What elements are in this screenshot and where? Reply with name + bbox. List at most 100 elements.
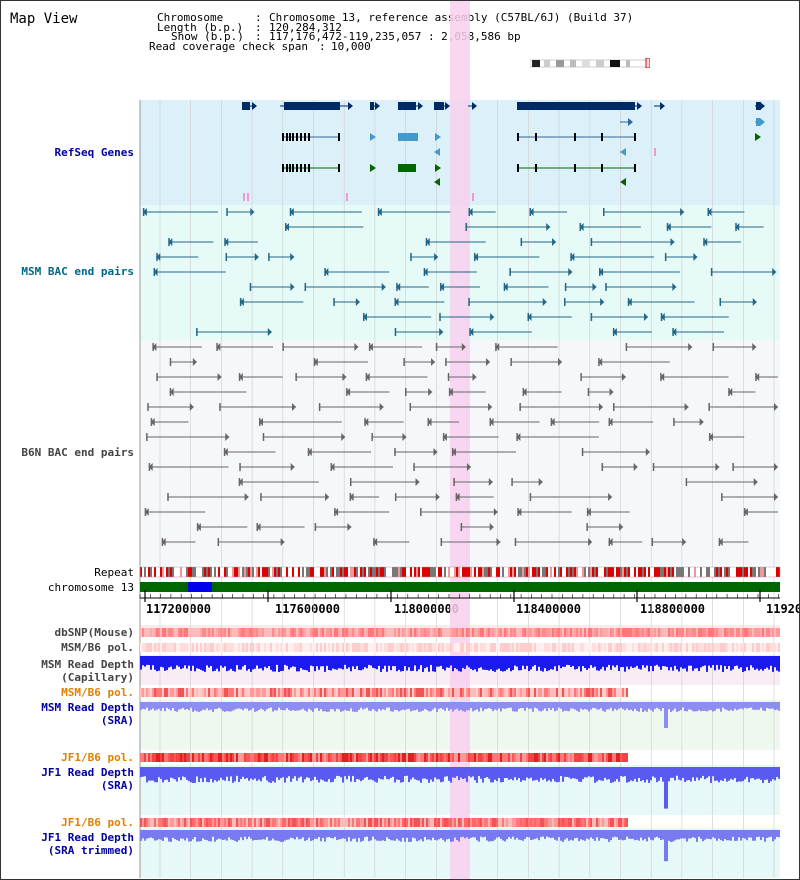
refseq-gene-exon [282,133,284,141]
jf1-depth-trim-bar [718,830,720,839]
msm-depth-capillary-label[interactable]: MSM Read Depth [41,658,134,671]
msm-b6-pol-cell [294,688,296,697]
jf1-depth-sra-bar [706,767,708,778]
msm-b6-pol-cell [414,688,416,697]
repeat-segment [308,567,310,577]
msm-depth-cap-bar [370,656,372,666]
jf1-b6-pol-cell [150,753,152,762]
dbsnp-cell [228,628,230,637]
repeat-segment [610,567,612,577]
jf1-b6-pol-cell [548,753,550,762]
jf1-depth-trim-bar [512,830,514,837]
repeat-segment [304,567,306,577]
msm-depth-sra-bar [756,702,758,710]
msm-bac-pair-arrow [693,253,698,261]
jf1-depth-sra-bar [246,767,248,779]
jf1-depth-trim-bar [440,830,442,839]
msm-b6-pol-cell [186,688,188,697]
jf1-depth-sra-bar [660,767,662,778]
msm-b6-pol-cell [458,688,460,697]
jf1-b6-pol-label-2[interactable]: JF1/B6 pol. [61,816,134,829]
refseq-marker [243,193,245,201]
jf1-depth-sra-bar [180,767,182,781]
length-key: Length (b.p.) [157,21,244,34]
msm-depth-sra-bar [146,702,148,708]
repeat-segment [736,567,738,577]
jf1-b6-pol-cell [238,753,240,762]
msm-bac-label[interactable]: MSM BAC end pairs [21,265,134,278]
jf1-depth-trim-bar [350,830,352,842]
b6n-bac-pair-end [156,373,158,381]
refseq-marker [247,193,249,201]
dbsnp-cell [588,628,590,637]
msm-b6-pol-label-2[interactable]: MSM/B6 pol. [61,686,134,699]
dbsnp-cell [510,628,512,637]
dbsnp-cell [744,628,746,637]
chromosome-bar [140,582,780,592]
repeat-segment [210,567,212,577]
jf1-depth-trim-bar [494,830,496,840]
jf1-depth-trim-bar [544,830,546,839]
jf1-b6-pol-cell [270,753,272,762]
msm-b6-pol-cell [416,688,418,697]
jf1-b6-pol-cell [572,818,574,827]
jf1-b6-pol-label-1[interactable]: JF1/B6 pol. [61,751,134,764]
msm-depth-cap-bar [198,656,200,669]
refseq-gene-exon [296,133,298,141]
msm-b6-pol-cell [268,643,270,652]
jf1-depth-sra-bar [452,767,454,778]
jf1-b6-pol-cell [592,753,594,762]
msm-depth-cap-bar [594,656,596,667]
msm-depth-sra-bar [212,702,214,712]
jf1-depth-sra-label[interactable]: JF1 Read Depth [41,766,134,779]
msm-depth-sra-bar [262,702,264,710]
msm-b6-pol-cell [294,643,296,652]
chromosome-ideogram[interactable] [529,53,651,69]
b6n-bac-pair-end [295,373,297,381]
msm-b6-pol-cell [496,643,498,652]
msm-depth-cap-bar [578,656,580,667]
jf1-b6-pol-cell [164,818,166,827]
msm-b6-pol-label-1[interactable]: MSM/B6 pol. [61,641,134,654]
jf1-b6-pol-cell [484,818,486,827]
jf1-b6-pol-cell [300,753,302,762]
jf1-b6-pol-cell [478,753,480,762]
jf1-b6-pol-cell [438,753,440,762]
msm-depth-sra-bar [168,702,170,710]
dbsnp-cell [668,628,670,637]
jf1-depth-sra-bar [442,767,444,782]
dbsnp-label[interactable]: dbSNP(Mouse) [54,626,134,639]
repeat-segment [446,567,448,577]
jf1-depth-trim-bar [266,830,268,838]
jf1-b6-pol-cell [596,818,598,827]
jf1-depth-sra-bar [146,767,148,783]
msm-b6-pol-cell [524,688,526,697]
b6n-bac-label[interactable]: B6N BAC end pairs [21,446,134,459]
msm-depth-sra-bar [736,702,738,711]
repeat-segment [354,567,356,577]
dbsnp-cell [392,628,394,637]
jf1-depth-trim-label[interactable]: JF1 Read Depth [41,831,134,844]
dbsnp-cell [366,628,368,637]
jf1-b6-pol-cell [258,818,260,827]
refseq-gene-exon [308,133,310,141]
msm-b6-pol-cell [202,688,204,697]
jf1-depth-sra-bar [280,767,282,779]
repeat-segment [498,567,500,577]
msm-b6-pol-cell [644,643,646,652]
refseq-genes-label[interactable]: RefSeq Genes [54,146,134,159]
jf1-depth-sra-bar [668,767,670,782]
msm-depth-cap-bar [592,656,594,668]
dbsnp-cell [230,628,232,637]
repeat-segment [592,567,594,577]
repeat-segment [724,567,726,577]
msm-depth-sra-bar [418,702,420,712]
repeat-segment [544,567,546,577]
msm-depth-cap-bar [590,656,592,666]
msm-depth-cap-bar [752,656,754,668]
msm-depth-cap-bar [162,656,164,668]
jf1-b6-pol-cell [144,818,146,827]
jf1-b6-pol-cell [460,753,462,762]
msm-depth-sra-label[interactable]: MSM Read Depth [41,701,134,714]
